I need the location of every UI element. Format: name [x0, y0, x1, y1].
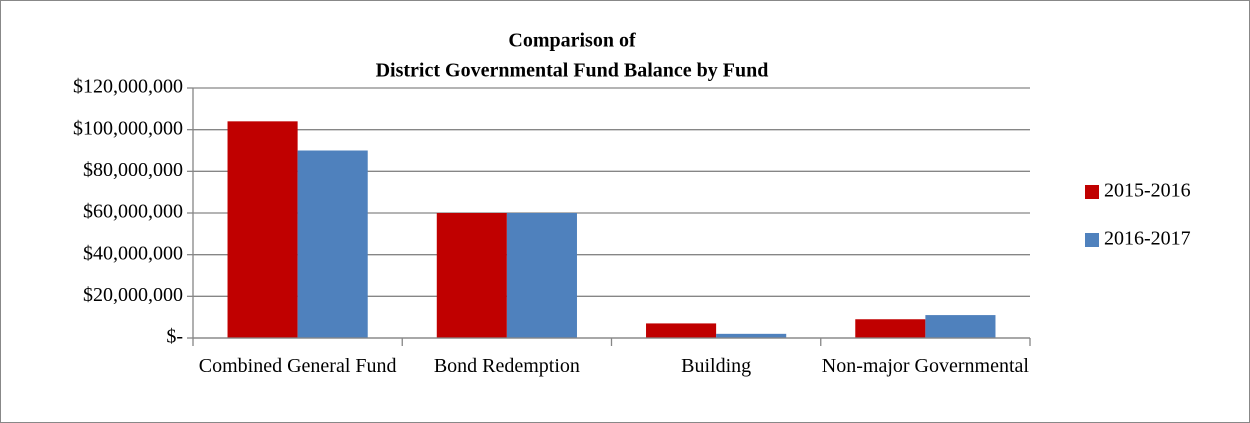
y-tick-label: $80,000,000	[83, 159, 183, 181]
y-tick-label: $120,000,000	[73, 76, 183, 98]
x-tick-label: Combined General Fund	[198, 355, 397, 377]
legend-label: 2016-2017	[1104, 228, 1191, 250]
bar	[716, 333, 787, 338]
bar	[855, 319, 926, 338]
y-tick-label: $-	[166, 326, 183, 348]
x-tick-label: Building	[681, 355, 752, 377]
bar	[925, 315, 996, 338]
bar	[506, 213, 577, 338]
y-tick-label: $20,000,000	[83, 284, 183, 306]
legend-label: 2015-2016	[1104, 180, 1191, 202]
y-tick-label: $100,000,000	[73, 117, 183, 139]
bar	[227, 121, 298, 338]
chart-title: District Governmental Fund Balance by Fu…	[376, 60, 769, 82]
legend-swatch	[1085, 233, 1099, 247]
legend-swatch	[1085, 185, 1099, 199]
x-tick-label: Non-major Governmental	[821, 355, 1029, 377]
bar	[436, 213, 507, 338]
y-tick-label: $60,000,000	[83, 201, 183, 223]
bar	[646, 323, 717, 338]
x-tick-label: Bond Redemption	[433, 355, 580, 377]
y-tick-label: $40,000,000	[83, 242, 183, 264]
chart-title: Comparison of	[508, 30, 636, 52]
bar	[297, 150, 368, 338]
